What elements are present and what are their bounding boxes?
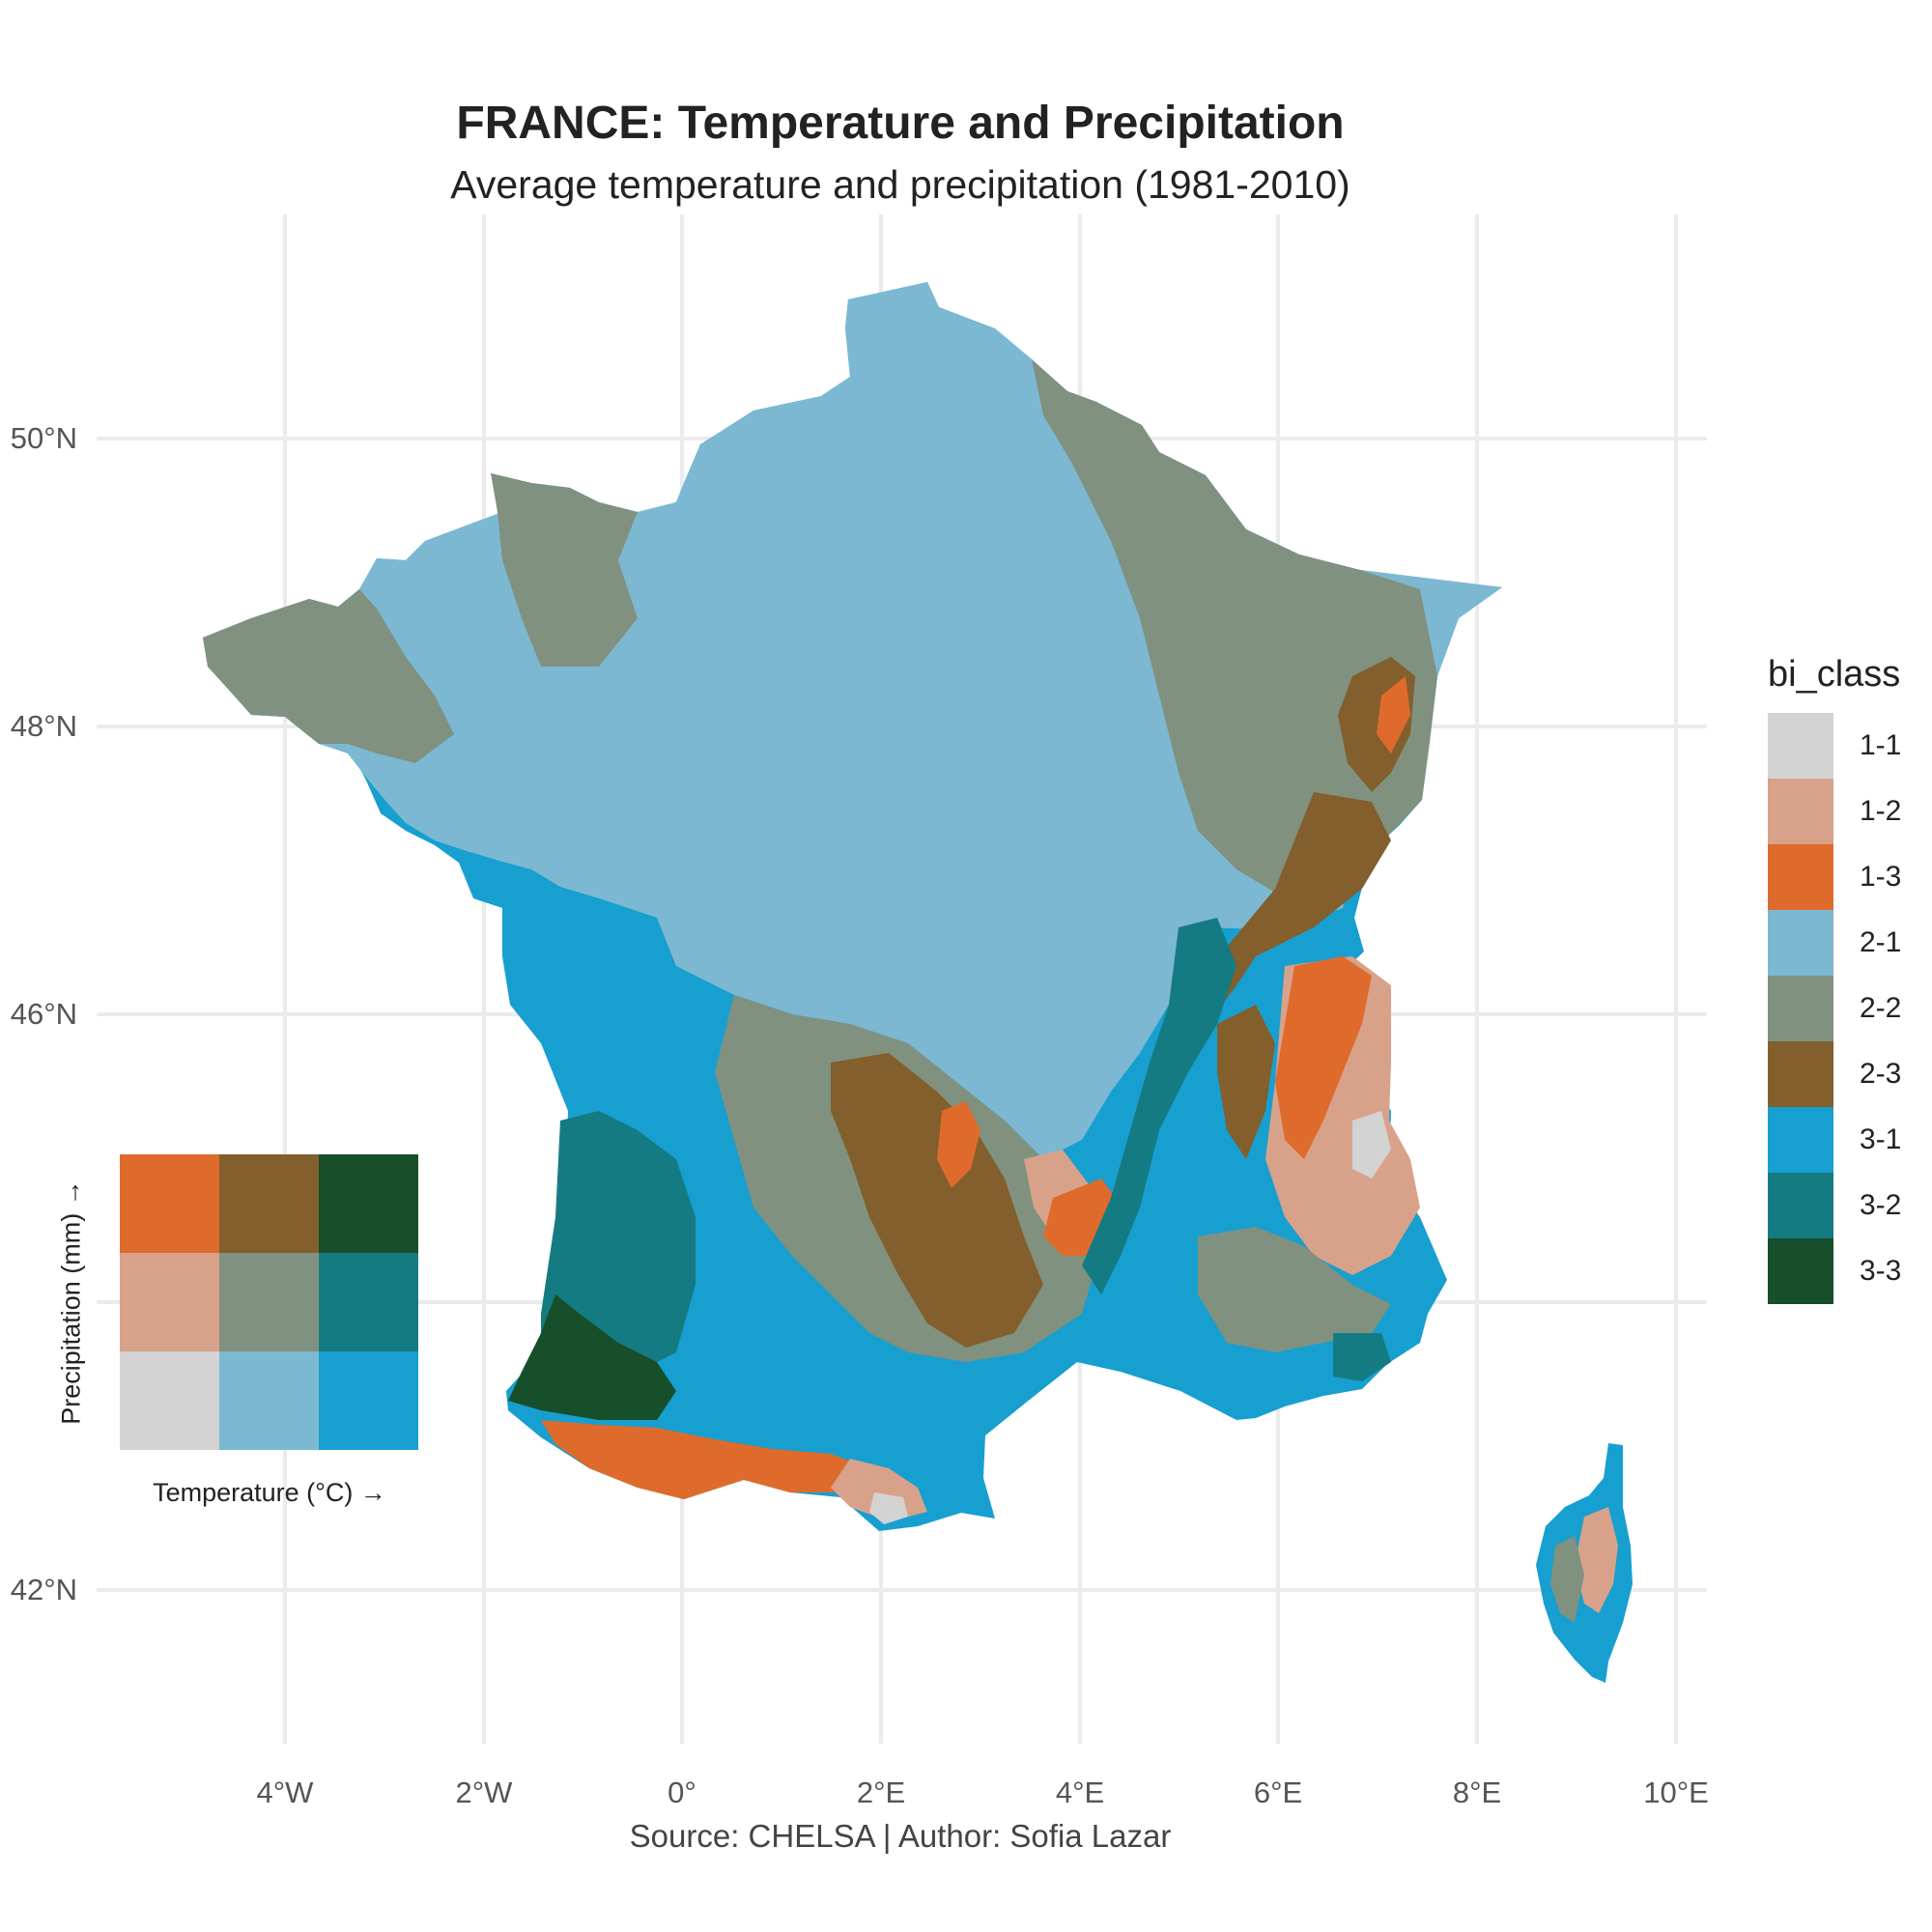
corsica-2-2: [1550, 1536, 1584, 1623]
region-3-2-rhone: [1082, 918, 1236, 1294]
inset-cell-3-2: [319, 1253, 418, 1351]
region-2-3-alps: [1217, 1005, 1275, 1159]
france-mainland: [203, 282, 1502, 1531]
legend-key-3-3: [1768, 1238, 1833, 1304]
legend-title: bi_class: [1768, 654, 1901, 695]
inset-cell-3-1: [319, 1351, 418, 1450]
inset-temperature-label: Temperature (°C) →: [153, 1478, 386, 1507]
inset-cell-1-3: [120, 1154, 219, 1253]
region-2-2-northeast: [1032, 359, 1437, 908]
inset-cell-2-2: [219, 1253, 319, 1351]
legend-key-1-1: [1768, 713, 1833, 779]
legend-label-3-2: 3-2: [1860, 1189, 1902, 1221]
region-1-3-vosges: [1377, 676, 1410, 753]
x-tick-8e: 8°E: [1452, 1776, 1502, 1809]
legend-label-3-3: 3-3: [1860, 1255, 1902, 1287]
x-tick-4w: 4°W: [256, 1776, 314, 1809]
legend-key-3-1: [1768, 1107, 1833, 1173]
x-tick-2e: 2°E: [856, 1776, 906, 1809]
legend-label-1-2: 1-2: [1860, 795, 1902, 827]
legend-label-2-2: 2-2: [1860, 992, 1902, 1024]
region-2-3-jura: [1198, 792, 1391, 1024]
source-caption: Source: CHELSA | Author: Sofia Lazar: [629, 1818, 1172, 1854]
y-tick-48n: 48°N: [10, 709, 77, 743]
region-2-2-brittany: [203, 589, 454, 763]
inset-cell-3-3: [319, 1154, 418, 1253]
region-1-3-alps: [1275, 956, 1372, 1159]
bivariate-inset-key: [120, 1154, 418, 1450]
region-1-1-alps: [1352, 1111, 1391, 1179]
legend-label-1-3: 1-3: [1860, 861, 1902, 893]
legend-label-2-3: 2-3: [1860, 1058, 1902, 1090]
map-subtitle: Average temperature and precipitation (1…: [450, 162, 1350, 207]
x-tick-2w: 2°W: [455, 1776, 513, 1809]
region-2-2-provence: [1198, 1227, 1391, 1352]
x-tick-0: 0°: [668, 1776, 696, 1809]
region-2-2-normandy: [491, 473, 638, 667]
legend-key-1-3: [1768, 844, 1833, 910]
legend-key-2-2: [1768, 976, 1833, 1041]
inset-cell-2-3: [219, 1154, 319, 1253]
inset-cell-2-1: [219, 1351, 319, 1450]
x-tick-4e: 4°E: [1055, 1776, 1105, 1809]
region-1-3-cantal: [937, 1101, 980, 1188]
inset-cell-1-2: [120, 1253, 219, 1351]
region-3-3-landes: [508, 1294, 676, 1420]
legend-key-2-3: [1768, 1041, 1833, 1107]
legend-key-2-1: [1768, 910, 1833, 976]
region-3-2-cote: [1333, 1333, 1391, 1381]
corsica-1-2: [1575, 1507, 1618, 1613]
legend-key-1-2: [1768, 779, 1833, 844]
legend-label-2-1: 2-1: [1860, 926, 1902, 958]
legend-label-3-1: 3-1: [1860, 1123, 1902, 1155]
corsica: [1536, 1443, 1633, 1683]
region-1-1-pyrenees: [869, 1492, 908, 1524]
map-title: FRANCE: Temperature and Precipitation: [456, 98, 1345, 149]
inset-cell-1-1: [120, 1351, 219, 1450]
y-tick-46n: 46°N: [10, 997, 77, 1031]
inset-precipitation-label: Precipitation (mm) →: [56, 1179, 86, 1425]
y-tick-50n: 50°N: [10, 421, 77, 455]
x-tick-10e: 10°E: [1643, 1776, 1709, 1809]
y-tick-42n: 42°N: [10, 1573, 77, 1606]
region-2-3-massif: [831, 1053, 1043, 1348]
x-tick-6e: 6°E: [1253, 1776, 1303, 1809]
legend-label-1-1: 1-1: [1860, 729, 1902, 761]
legend-key-3-2: [1768, 1173, 1833, 1238]
region-1-3-pyrenees: [541, 1420, 869, 1499]
